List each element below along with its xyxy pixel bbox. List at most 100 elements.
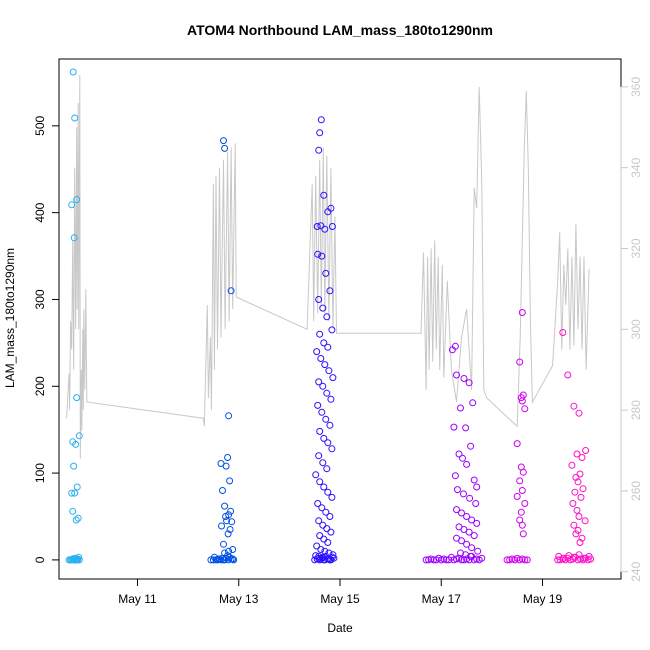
data-point [68, 489, 76, 497]
data-point [221, 549, 229, 557]
data-point [316, 478, 324, 486]
data-point [575, 409, 583, 417]
data-point [330, 554, 338, 562]
data-point [225, 547, 233, 555]
data-point [518, 397, 526, 405]
data-point [322, 415, 330, 423]
data-point [324, 439, 332, 447]
data-point [518, 309, 526, 316]
data-point [317, 222, 325, 230]
data-point [315, 378, 323, 386]
data-point [75, 432, 83, 440]
data-point [316, 532, 324, 540]
x-tick-label: May 11 [118, 592, 157, 606]
data-point [326, 287, 334, 295]
secondary-y-tick-label: 320 [629, 238, 643, 258]
data-point [463, 460, 471, 468]
data-point [319, 553, 327, 561]
secondary-y-tick-label: 360 [629, 77, 643, 97]
data-point [453, 506, 460, 514]
data-point [315, 146, 323, 154]
y-tick-label: 500 [33, 116, 47, 136]
data-point [521, 500, 529, 507]
data-point [570, 402, 578, 410]
data-point [318, 252, 326, 260]
data-point [521, 556, 529, 564]
x-tick-label: May 17 [422, 592, 462, 606]
secondary-y-tick-label: 280 [629, 400, 643, 420]
data-point [571, 488, 579, 496]
data-point [315, 517, 323, 525]
data-point [313, 348, 321, 356]
secondary-y-tick-label: 240 [629, 561, 643, 581]
data-point [324, 488, 332, 496]
data-point [71, 489, 79, 497]
data-point [318, 408, 326, 416]
data-point [326, 421, 334, 429]
data-point [568, 461, 576, 469]
series-5 [503, 309, 531, 564]
data-point [454, 486, 461, 494]
data-point [325, 367, 333, 375]
secondary-y-tick-label: 260 [629, 481, 643, 501]
data-point [69, 507, 77, 515]
data-point [320, 483, 328, 491]
x-tick-label: May 13 [219, 592, 259, 606]
secondary-series-line [66, 74, 590, 459]
data-point [221, 502, 229, 510]
secondary-y-tick-label: 340 [629, 157, 643, 177]
data-point [229, 546, 237, 553]
data-point [227, 287, 235, 295]
data-point [72, 556, 80, 564]
scatter-points-layer [65, 68, 595, 564]
data-point [315, 552, 323, 560]
data-point [459, 454, 466, 462]
data-point [455, 450, 463, 458]
data-point [578, 534, 586, 542]
y-axis-label: LAM_mass_180to1290nm [3, 248, 17, 388]
data-point [577, 493, 585, 501]
chart-title: ATOM4 Northbound LAM_mass_180to1290nm [187, 22, 493, 38]
data-point [519, 530, 527, 538]
data-point [519, 468, 527, 476]
data-point [578, 454, 586, 461]
data-point [448, 346, 456, 354]
data-point [565, 552, 573, 560]
data-point [70, 556, 78, 564]
data-point [470, 476, 478, 484]
x-tick-label: May 19 [523, 592, 563, 606]
y-tick-label: 300 [33, 289, 47, 309]
data-point [564, 371, 572, 379]
secondary-y-tick-label: 300 [629, 319, 643, 339]
series-3 [311, 116, 338, 564]
data-point [570, 521, 578, 529]
data-point [313, 223, 321, 230]
data-point [324, 343, 332, 351]
data-point [320, 434, 328, 442]
data-point [327, 395, 335, 403]
data-point [315, 452, 323, 460]
data-point [325, 549, 333, 557]
data-point [462, 424, 470, 432]
data-point [314, 401, 322, 409]
data-point [224, 454, 232, 461]
data-point [463, 540, 471, 548]
y-axis: 0 100 200 300 400 500 [33, 116, 60, 563]
data-point [319, 304, 327, 312]
series-4 [422, 342, 486, 564]
data-point [572, 530, 580, 538]
y-tick-label: 200 [33, 376, 47, 396]
data-point [513, 440, 521, 448]
data-point [69, 68, 77, 76]
series-6 [554, 329, 595, 564]
data-point [585, 552, 593, 560]
data-point [68, 201, 76, 209]
x-tick-label: May 15 [320, 592, 360, 606]
data-point [71, 114, 79, 122]
data-point [518, 487, 526, 494]
data-point [74, 514, 82, 522]
data-point [320, 535, 328, 543]
data-point [328, 445, 336, 453]
x-axis-label: Date [327, 621, 353, 635]
y-tick-label: 0 [33, 556, 47, 563]
